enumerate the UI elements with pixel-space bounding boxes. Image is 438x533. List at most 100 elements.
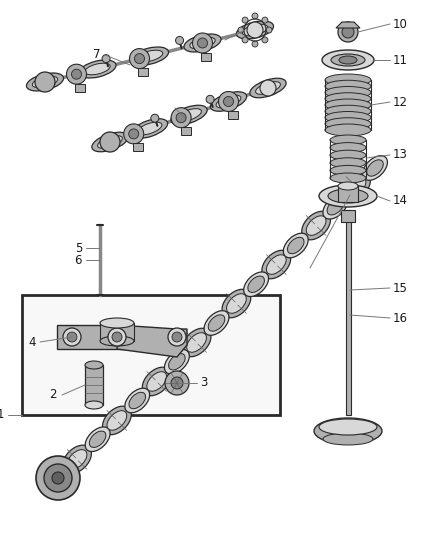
Circle shape	[36, 456, 80, 500]
Ellipse shape	[184, 34, 221, 52]
Ellipse shape	[325, 105, 371, 117]
Circle shape	[176, 112, 186, 123]
Circle shape	[223, 96, 233, 107]
Circle shape	[130, 49, 149, 69]
Ellipse shape	[92, 132, 128, 152]
Ellipse shape	[330, 135, 366, 145]
Circle shape	[252, 13, 258, 19]
Ellipse shape	[107, 410, 127, 430]
Circle shape	[63, 328, 81, 346]
Ellipse shape	[100, 318, 134, 328]
Ellipse shape	[306, 216, 326, 236]
Ellipse shape	[319, 419, 377, 435]
Circle shape	[242, 17, 248, 23]
Polygon shape	[117, 325, 187, 357]
Ellipse shape	[63, 445, 92, 474]
Ellipse shape	[67, 450, 87, 469]
Ellipse shape	[330, 150, 366, 160]
Ellipse shape	[339, 56, 357, 64]
Ellipse shape	[169, 353, 185, 370]
Circle shape	[102, 55, 110, 63]
Circle shape	[176, 36, 184, 44]
Bar	[201, 53, 211, 61]
Circle shape	[342, 26, 354, 38]
Circle shape	[67, 332, 77, 342]
Ellipse shape	[177, 109, 201, 122]
Ellipse shape	[85, 427, 110, 451]
Ellipse shape	[100, 336, 134, 346]
Ellipse shape	[330, 165, 366, 175]
Circle shape	[242, 37, 248, 43]
Circle shape	[67, 64, 86, 84]
Circle shape	[252, 41, 258, 47]
Ellipse shape	[89, 431, 106, 447]
Circle shape	[112, 332, 122, 342]
Ellipse shape	[32, 76, 58, 88]
Ellipse shape	[129, 392, 145, 409]
Ellipse shape	[164, 350, 189, 374]
Polygon shape	[336, 22, 360, 28]
Circle shape	[100, 132, 120, 152]
Bar	[138, 68, 148, 76]
Ellipse shape	[325, 93, 371, 105]
Ellipse shape	[322, 50, 374, 70]
Text: 4: 4	[28, 335, 36, 349]
Circle shape	[171, 108, 191, 128]
Bar	[341, 210, 355, 222]
Ellipse shape	[327, 199, 344, 215]
Circle shape	[238, 27, 244, 33]
Circle shape	[35, 72, 55, 92]
Ellipse shape	[325, 74, 371, 86]
Text: 12: 12	[393, 95, 408, 109]
Text: 10: 10	[393, 18, 408, 30]
Ellipse shape	[222, 289, 251, 318]
Circle shape	[247, 22, 263, 38]
Ellipse shape	[79, 60, 116, 78]
Ellipse shape	[331, 54, 365, 66]
Text: 11: 11	[393, 53, 408, 67]
Ellipse shape	[208, 315, 225, 331]
Ellipse shape	[171, 105, 207, 125]
Ellipse shape	[182, 328, 211, 357]
Ellipse shape	[226, 294, 246, 313]
Ellipse shape	[287, 237, 304, 254]
Circle shape	[338, 22, 358, 42]
Text: 15: 15	[393, 281, 408, 295]
Ellipse shape	[250, 78, 286, 98]
Ellipse shape	[131, 47, 169, 65]
Ellipse shape	[237, 21, 274, 39]
Ellipse shape	[330, 143, 366, 152]
Ellipse shape	[210, 92, 247, 111]
Bar	[133, 143, 143, 151]
Circle shape	[219, 92, 239, 111]
Ellipse shape	[325, 99, 371, 111]
Ellipse shape	[242, 24, 268, 36]
Circle shape	[198, 38, 208, 48]
Ellipse shape	[325, 111, 371, 124]
Ellipse shape	[323, 433, 373, 445]
Ellipse shape	[125, 388, 150, 413]
Ellipse shape	[262, 251, 291, 279]
Bar	[228, 111, 238, 119]
Ellipse shape	[323, 195, 348, 219]
Circle shape	[192, 33, 212, 53]
Ellipse shape	[142, 367, 171, 395]
Text: 13: 13	[393, 149, 408, 161]
Bar	[22, 295, 280, 415]
Circle shape	[52, 472, 64, 484]
Ellipse shape	[85, 63, 110, 75]
Text: 16: 16	[393, 311, 408, 325]
Ellipse shape	[328, 189, 368, 203]
Ellipse shape	[342, 172, 371, 201]
Ellipse shape	[147, 372, 166, 391]
Circle shape	[129, 129, 139, 139]
Circle shape	[134, 54, 145, 63]
Ellipse shape	[338, 182, 358, 190]
Text: 9: 9	[248, 23, 255, 36]
Ellipse shape	[137, 122, 162, 135]
Polygon shape	[57, 325, 132, 349]
Circle shape	[260, 80, 276, 96]
Ellipse shape	[363, 156, 388, 180]
Circle shape	[165, 371, 189, 395]
Text: 7: 7	[92, 49, 100, 61]
